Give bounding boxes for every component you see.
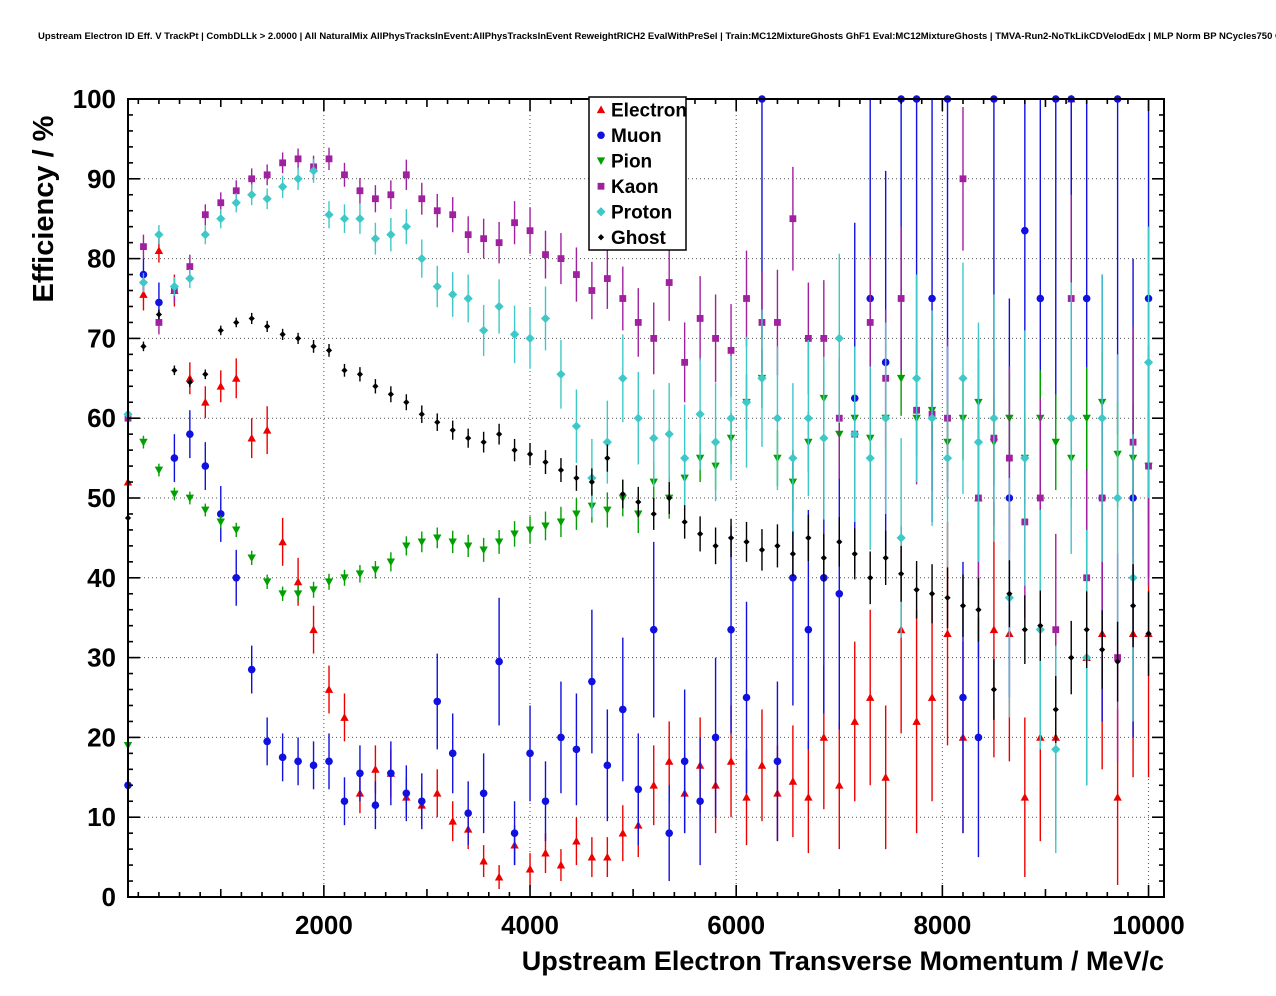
axis-ticks	[128, 99, 1164, 897]
legend-label: Ghost	[611, 228, 667, 249]
y-tick-label: 10	[87, 802, 116, 832]
legend-item-muon: Muon	[597, 126, 662, 147]
x-tick-label: 8000	[913, 910, 971, 940]
y-tick-label: 30	[87, 643, 116, 673]
y-tick-label: 100	[73, 84, 116, 114]
x-tick-label: 6000	[707, 910, 765, 940]
x-tick-labels: 2000 4000 6000 8000 10000	[295, 910, 1185, 940]
legend-label: Proton	[611, 202, 672, 223]
legend-item-electron: Electron	[596, 100, 687, 121]
y-tick-label: 70	[87, 323, 116, 353]
legend-item-proton: Proton	[596, 202, 672, 223]
plot-config-title: Upstream Electron ID Eff. V TrackPt | Co…	[38, 31, 1276, 42]
y-tick-label: 80	[87, 244, 116, 274]
legend-label: Muon	[611, 126, 662, 147]
legend-label: Kaon	[611, 177, 659, 198]
legend-item-kaon: Kaon	[597, 177, 659, 198]
series-ghost	[124, 309, 1152, 743]
x-tick-label: 4000	[501, 910, 559, 940]
y-tick-labels: 0 10 20 30 40 50 60 70 80 90 100	[73, 84, 116, 912]
y-tick-label: 40	[87, 563, 116, 593]
legend-box	[588, 96, 687, 251]
legend-item-pion: Pion	[596, 151, 652, 172]
x-tick-label: 10000	[1112, 910, 1184, 940]
x-axis-title: Upstream Electron Transverse Momentum / …	[521, 946, 1164, 976]
x-tick-label: 2000	[295, 910, 353, 940]
y-tick-label: 50	[87, 483, 116, 513]
legend-label: Electron	[611, 100, 687, 121]
legend: Electron Muon Pion Kaon Proton Ghost	[588, 96, 687, 251]
y-tick-label: 0	[102, 882, 116, 912]
y-tick-label: 20	[87, 722, 116, 752]
y-tick-label: 60	[87, 403, 116, 433]
legend-item-ghost: Ghost	[597, 228, 667, 249]
y-tick-label: 90	[87, 164, 116, 194]
series-proton	[123, 158, 1154, 854]
legend-label: Pion	[611, 151, 652, 172]
